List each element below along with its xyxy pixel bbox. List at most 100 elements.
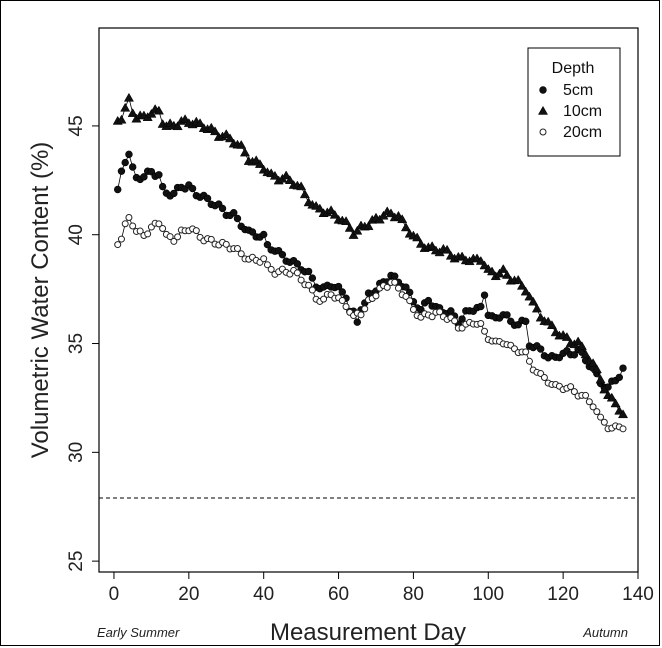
data-point-10cm [239, 147, 251, 157]
data-point-5cm [503, 311, 511, 319]
data-point-10cm [442, 244, 453, 254]
data-point-10cm [254, 159, 265, 168]
data-point-20cm [320, 295, 328, 303]
x-tick-label: 120 [547, 584, 579, 605]
data-point-20cm [144, 230, 152, 238]
data-point-10cm [329, 209, 340, 219]
data-point-20cm [383, 283, 391, 291]
data-point-20cm [166, 233, 174, 241]
data-point-10cm [524, 291, 535, 301]
data-point-5cm [128, 163, 137, 171]
x-tick-label: 40 [253, 584, 274, 605]
data-point-20cm [585, 398, 593, 406]
autumn-annotation: Autumn [582, 625, 628, 640]
data-point-5cm [353, 318, 361, 326]
legend-marker-20cm [539, 128, 547, 136]
data-point-10cm [284, 175, 295, 184]
data-point-10cm [146, 108, 157, 118]
data-point-10cm [123, 92, 134, 102]
data-point-5cm [278, 250, 287, 259]
legend-label-20cm: 20cm [563, 124, 602, 141]
data-point-5cm [293, 260, 302, 268]
data-point-10cm [127, 108, 138, 117]
data-point-10cm [494, 268, 505, 278]
data-point-20cm [477, 320, 485, 328]
data-point-10cm [580, 349, 591, 359]
data-point-5cm [203, 194, 212, 203]
data-point-20cm [372, 292, 380, 300]
data-point-10cm [531, 303, 542, 313]
data-point-20cm [540, 373, 548, 381]
data-point-5cm [121, 158, 129, 167]
data-point-20cm [600, 418, 608, 426]
x-axis-title: Measurement Day [270, 619, 466, 646]
data-point-20cm [406, 297, 414, 305]
data-point-20cm [593, 408, 601, 416]
data-point-20cm [481, 327, 489, 335]
data-point-5cm [155, 171, 163, 179]
data-point-5cm [458, 315, 466, 323]
data-point-20cm [305, 281, 313, 289]
data-point-10cm [314, 203, 325, 213]
data-point-10cm [326, 205, 337, 215]
data-point-10cm [591, 364, 602, 374]
y-tick-label: 45 [66, 115, 87, 136]
data-point-20cm [436, 308, 444, 316]
data-point-20cm [451, 317, 459, 325]
data-point-20cm [125, 214, 133, 222]
data-point-5cm [230, 209, 238, 217]
data-point-20cm [525, 357, 533, 365]
data-point-10cm [116, 114, 127, 124]
data-point-10cm [378, 210, 389, 220]
plot-area-box [98, 27, 639, 573]
data-point-20cm [582, 391, 590, 399]
data-point-5cm [424, 296, 433, 305]
series-layer [112, 92, 629, 433]
data-point-5cm [391, 272, 399, 280]
data-point-10cm [501, 269, 513, 279]
legend-title: Depth [552, 60, 595, 77]
data-point-10cm [520, 286, 531, 296]
data-point-5cm [125, 150, 133, 159]
data-point-10cm [195, 118, 206, 128]
legend-box [527, 47, 621, 157]
y-axis: 25 30 35 40 45 [66, 115, 99, 572]
data-point-10cm [415, 238, 426, 248]
data-point-5cm [263, 240, 272, 249]
x-tick-label: 20 [178, 584, 199, 605]
series-10cm [112, 92, 629, 419]
data-point-5cm [170, 189, 178, 198]
data-point-10cm [595, 374, 606, 384]
data-point-10cm [172, 121, 183, 131]
data-point-5cm [522, 317, 530, 326]
data-point-5cm [480, 291, 489, 299]
data-point-20cm [338, 297, 346, 305]
data-point-20cm [428, 313, 436, 321]
data-point-10cm [599, 384, 610, 394]
x-tick-label: 0 [109, 584, 120, 605]
data-point-10cm [296, 181, 307, 191]
early-summer-annotation: Early Summer [97, 625, 180, 640]
data-point-20cm [117, 235, 125, 243]
data-point-20cm [297, 276, 305, 284]
data-point-20cm [159, 225, 167, 233]
data-point-5cm [140, 173, 148, 181]
legend: Depth 5cm 10cm 20cm [527, 47, 621, 157]
data-point-20cm [589, 403, 597, 411]
data-point-20cm [342, 303, 350, 311]
data-point-10cm [344, 222, 355, 232]
data-point-20cm [570, 388, 578, 396]
data-point-10cm [400, 222, 411, 232]
data-point-20cm [207, 235, 215, 243]
data-point-5cm [619, 364, 627, 372]
y-tick-label: 30 [66, 442, 87, 463]
data-point-5cm [218, 204, 227, 213]
series-5cm [114, 150, 627, 392]
data-point-5cm [233, 214, 242, 223]
legend-label-5cm: 5cm [563, 82, 593, 99]
data-point-20cm [361, 305, 369, 313]
data-point-20cm [121, 220, 129, 228]
legend-label-10cm: 10cm [563, 103, 602, 120]
